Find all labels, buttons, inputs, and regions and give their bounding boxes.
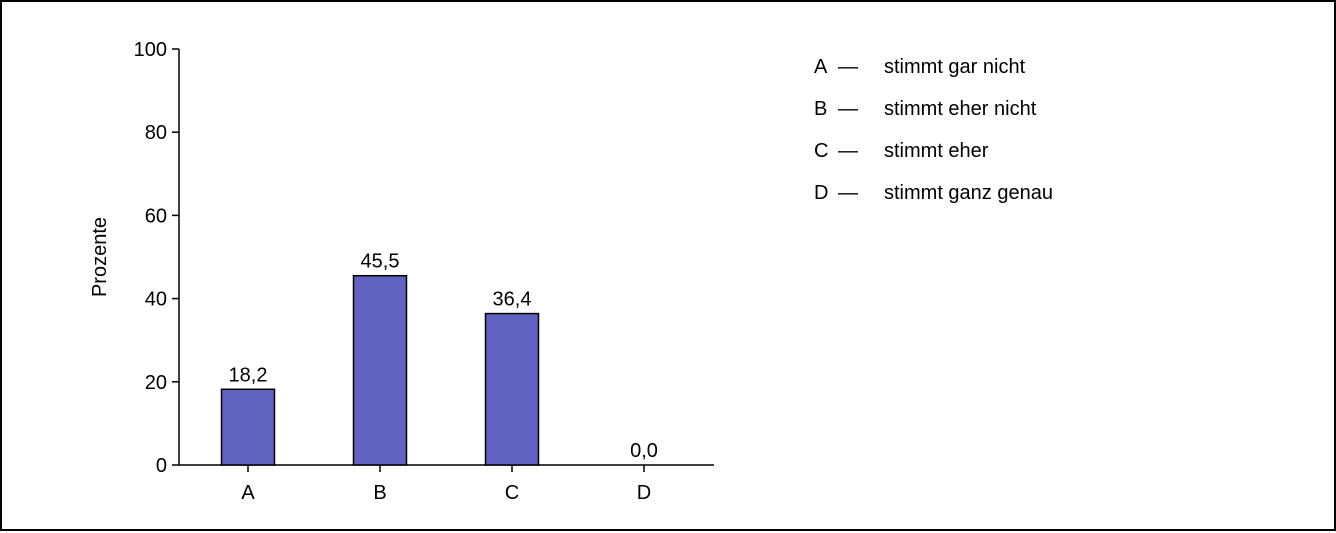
legend-text: stimmt gar nicht: [884, 55, 1026, 78]
bar-c: [484, 312, 540, 466]
legend-key: B: [814, 97, 828, 120]
legend-item-c: C — stimmt eher: [814, 130, 1053, 172]
x-tick-label: D: [637, 482, 651, 504]
y-axis-title: Prozente: [89, 217, 111, 297]
bar-value-label: 0,0: [630, 440, 658, 462]
legend-key: D: [814, 181, 829, 204]
y-tick-label: 20: [145, 372, 167, 394]
legend-text: stimmt eher: [884, 139, 989, 162]
bar-b: [352, 274, 408, 466]
bar-value-label: 36,4: [493, 289, 532, 311]
x-tick-label: B: [373, 482, 386, 504]
y-tick-label: 60: [145, 205, 167, 227]
legend-item-a: A — stimmt gar nicht: [814, 46, 1053, 88]
legend-separator: —: [838, 55, 858, 78]
legend-separator: —: [838, 181, 858, 204]
y-tick-label: 80: [145, 122, 167, 144]
legend-text: stimmt eher nicht: [884, 97, 1037, 120]
y-tick-label: 40: [145, 289, 167, 311]
legend-key: C: [814, 139, 829, 162]
bar-value-label: 45,5: [361, 251, 400, 273]
legend-separator: —: [838, 97, 858, 120]
x-tick-label: A: [241, 482, 255, 504]
legend-item-d: D — stimmt ganz genau: [814, 172, 1053, 214]
legend-key: A: [814, 55, 828, 78]
legend-separator: —: [838, 139, 858, 162]
legend-item-b: B — stimmt eher nicht: [814, 88, 1053, 130]
bar-value-label: 18,2: [229, 364, 268, 386]
legend-text: stimmt ganz genau: [884, 181, 1053, 204]
y-tick-label: 100: [134, 39, 167, 61]
y-tick-label: 0: [156, 455, 167, 477]
chart-legend: A — stimmt gar nicht B — stimmt eher nic…: [814, 46, 1053, 214]
x-tick-label: C: [505, 482, 519, 504]
bar-a: [220, 388, 276, 466]
